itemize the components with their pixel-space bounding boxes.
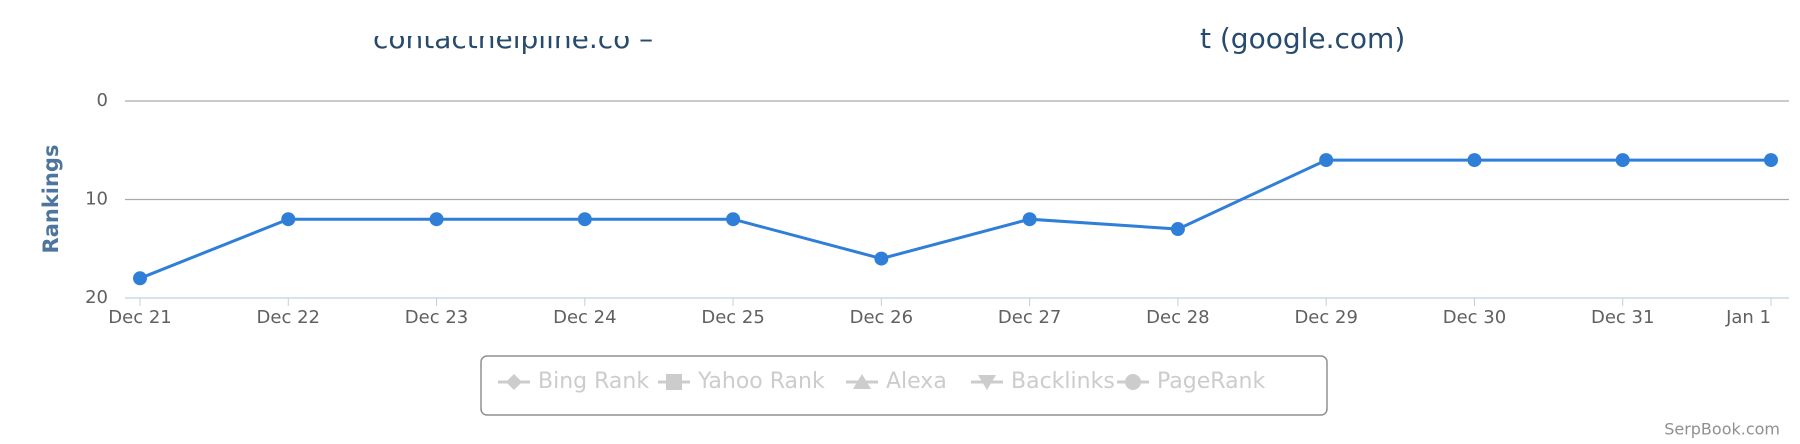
point bbox=[1170, 222, 1185, 237]
point bbox=[1022, 212, 1037, 227]
x-tick-label: Dec 31 bbox=[1591, 307, 1654, 328]
x-tick-label: Dec 25 bbox=[701, 307, 764, 328]
y-tick-label: 20 bbox=[85, 287, 108, 308]
point bbox=[429, 212, 444, 227]
point bbox=[133, 271, 147, 286]
legend-symbol bbox=[1125, 374, 1141, 390]
point bbox=[1764, 153, 1778, 168]
legend-item[interactable]: Bing Rank bbox=[538, 369, 649, 394]
point bbox=[1615, 153, 1630, 168]
x-tick-label: Jan 1 bbox=[1725, 307, 1771, 328]
legend-item[interactable]: Yahoo Rank bbox=[697, 369, 825, 394]
legend-item[interactable]: Backlinks bbox=[1011, 369, 1115, 394]
legend-symbol bbox=[978, 375, 996, 390]
point bbox=[1467, 153, 1482, 168]
x-tick-label: Dec 23 bbox=[405, 307, 468, 328]
legend-symbol bbox=[506, 374, 522, 390]
title-mask bbox=[370, 16, 690, 36]
x-tick-label: Dec 26 bbox=[850, 307, 913, 328]
point bbox=[726, 212, 741, 227]
x-tick-label: Dec 29 bbox=[1294, 307, 1357, 328]
legend-item[interactable]: Alexa bbox=[886, 369, 947, 394]
series-line bbox=[139, 158, 1771, 280]
x-tick-label: Dec 30 bbox=[1443, 307, 1506, 328]
legend-item[interactable]: PageRank bbox=[1157, 369, 1265, 394]
x-tick-label: Dec 21 bbox=[108, 307, 171, 328]
legend-symbol bbox=[666, 374, 682, 390]
y-axis-label: Rankings bbox=[39, 145, 63, 254]
point bbox=[577, 212, 592, 227]
point bbox=[281, 212, 296, 227]
x-tick-label: Dec 28 bbox=[1146, 307, 1209, 328]
y-tick-label: 10 bbox=[85, 189, 108, 210]
legend-symbol bbox=[853, 374, 871, 389]
x-tick-label: Dec 24 bbox=[553, 307, 616, 328]
y-tick-label: 0 bbox=[97, 90, 108, 111]
x-tick-label: Dec 27 bbox=[998, 307, 1061, 328]
point bbox=[874, 251, 889, 266]
credit: SerpBook.com bbox=[1664, 420, 1780, 439]
legend-box bbox=[480, 355, 1328, 416]
x-tick-label: Dec 22 bbox=[257, 307, 320, 328]
point bbox=[1319, 153, 1334, 168]
chart-title: t (google.com) bbox=[1200, 22, 1405, 55]
